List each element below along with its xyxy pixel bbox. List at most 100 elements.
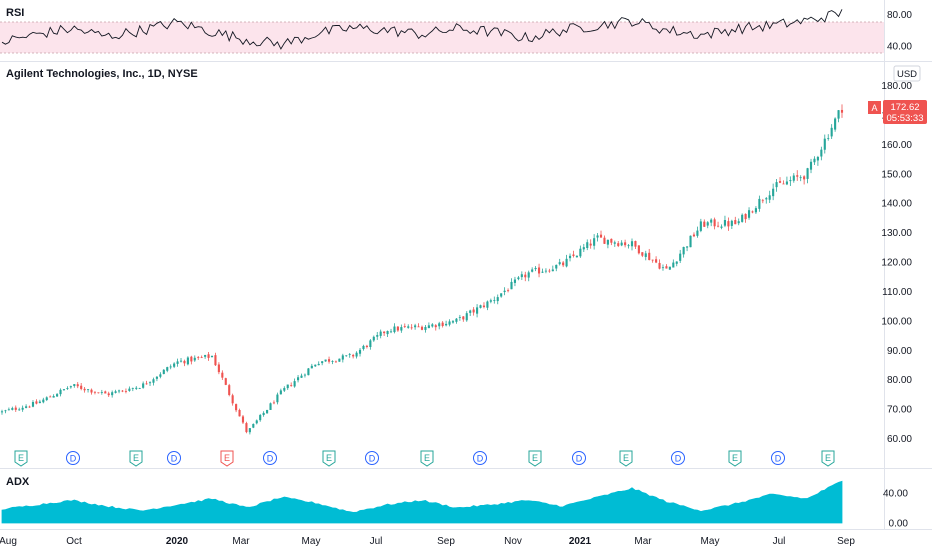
earnings-marker[interactable]: E: [420, 450, 434, 467]
earnings-shield: [220, 450, 234, 467]
dividend-circle: [473, 451, 487, 465]
time-tick-label: May: [701, 536, 720, 547]
candle-body: [76, 384, 79, 387]
candle-body: [269, 403, 272, 410]
candle-body: [503, 290, 506, 293]
price-tick-label: 160.00: [881, 140, 912, 151]
candle-body: [400, 327, 403, 331]
candle-body: [403, 326, 406, 327]
earnings-marker[interactable]: E: [220, 450, 234, 467]
candle-body: [830, 127, 833, 137]
candle-body: [241, 416, 245, 423]
candle-body: [279, 390, 282, 395]
candle-body: [56, 394, 59, 397]
earnings-marker[interactable]: E: [322, 450, 336, 467]
candle-body: [252, 423, 255, 428]
candle-body: [648, 252, 651, 260]
candle-body: [262, 412, 265, 416]
candle-body: [200, 357, 203, 359]
candle-body: [579, 248, 582, 257]
earnings-marker[interactable]: E: [528, 450, 542, 467]
candle-body: [555, 264, 558, 269]
candle-body: [717, 225, 720, 227]
candle-body: [324, 359, 327, 362]
earnings-marker[interactable]: E: [129, 450, 143, 467]
candle-body: [352, 354, 355, 357]
candle-body: [624, 242, 627, 246]
candle-body: [100, 392, 103, 393]
earnings-shield: [728, 450, 742, 467]
dividend-marker[interactable]: D: [66, 451, 80, 465]
candle-body: [38, 401, 41, 404]
candle-body: [589, 243, 592, 246]
candle-body: [672, 262, 675, 268]
dividend-marker[interactable]: D: [671, 451, 685, 465]
dividend-marker[interactable]: D: [771, 451, 785, 465]
candle-body: [417, 326, 420, 328]
candle-body: [823, 138, 826, 150]
dividend-marker[interactable]: D: [365, 451, 379, 465]
price-badge: A 172.62 05:53:33: [868, 100, 927, 124]
candle-body: [42, 399, 45, 403]
candle-body: [286, 384, 289, 389]
candle-body: [4, 410, 7, 412]
dividend-marker[interactable]: D: [473, 451, 487, 465]
candle-body: [159, 374, 162, 377]
candle-body: [537, 267, 541, 274]
candle-body: [31, 402, 35, 407]
dividend-letter: D: [171, 454, 178, 464]
candle-body: [173, 363, 176, 367]
candle-body: [637, 245, 640, 254]
candle-body: [396, 326, 399, 331]
dividend-marker[interactable]: D: [572, 451, 586, 465]
candle-body: [331, 361, 334, 362]
candle-body: [87, 389, 90, 391]
candle-body: [558, 262, 561, 265]
candle-body: [272, 402, 276, 404]
price-tick-label: 70.00: [887, 405, 912, 416]
candle-body: [531, 269, 534, 272]
candle-body: [575, 255, 578, 258]
candle-body: [524, 274, 527, 278]
candle-body: [300, 375, 303, 378]
candle-body: [124, 391, 127, 392]
earnings-marker[interactable]: E: [14, 450, 28, 467]
candle-body: [603, 237, 606, 244]
candle-body: [747, 210, 751, 218]
earnings-shield: [420, 450, 434, 467]
earnings-shield: [528, 450, 542, 467]
candle-body: [737, 221, 740, 224]
dividend-letter: D: [675, 454, 682, 464]
dividend-letter: D: [576, 454, 583, 464]
candle-body: [441, 322, 444, 326]
candle-body: [493, 300, 496, 301]
candle-body: [448, 321, 451, 325]
candle-body: [142, 383, 145, 388]
candle-body: [572, 254, 575, 256]
earnings-marker[interactable]: E: [619, 450, 633, 467]
candle-body: [69, 386, 72, 388]
candle-body: [210, 355, 214, 358]
earnings-marker[interactable]: E: [728, 450, 742, 467]
earnings-letter: E: [732, 453, 738, 463]
candle-body: [451, 321, 455, 323]
candle-body: [166, 367, 169, 371]
currency-box[interactable]: USD: [893, 65, 921, 82]
time-tick-label: Sep: [837, 536, 855, 547]
dividend-marker[interactable]: D: [263, 451, 277, 465]
earnings-letter: E: [133, 453, 139, 463]
candle-body: [834, 118, 837, 130]
candle-body: [434, 325, 437, 328]
dividend-marker[interactable]: D: [167, 451, 181, 465]
candle-body: [35, 401, 38, 404]
candle-body: [758, 198, 761, 209]
candle-body: [782, 183, 785, 185]
candle-body: [644, 253, 647, 257]
candle-body: [772, 188, 775, 197]
candle-body: [238, 409, 241, 417]
earnings-marker[interactable]: E: [821, 450, 835, 467]
candle-body: [806, 168, 809, 179]
candle-body: [327, 359, 331, 362]
